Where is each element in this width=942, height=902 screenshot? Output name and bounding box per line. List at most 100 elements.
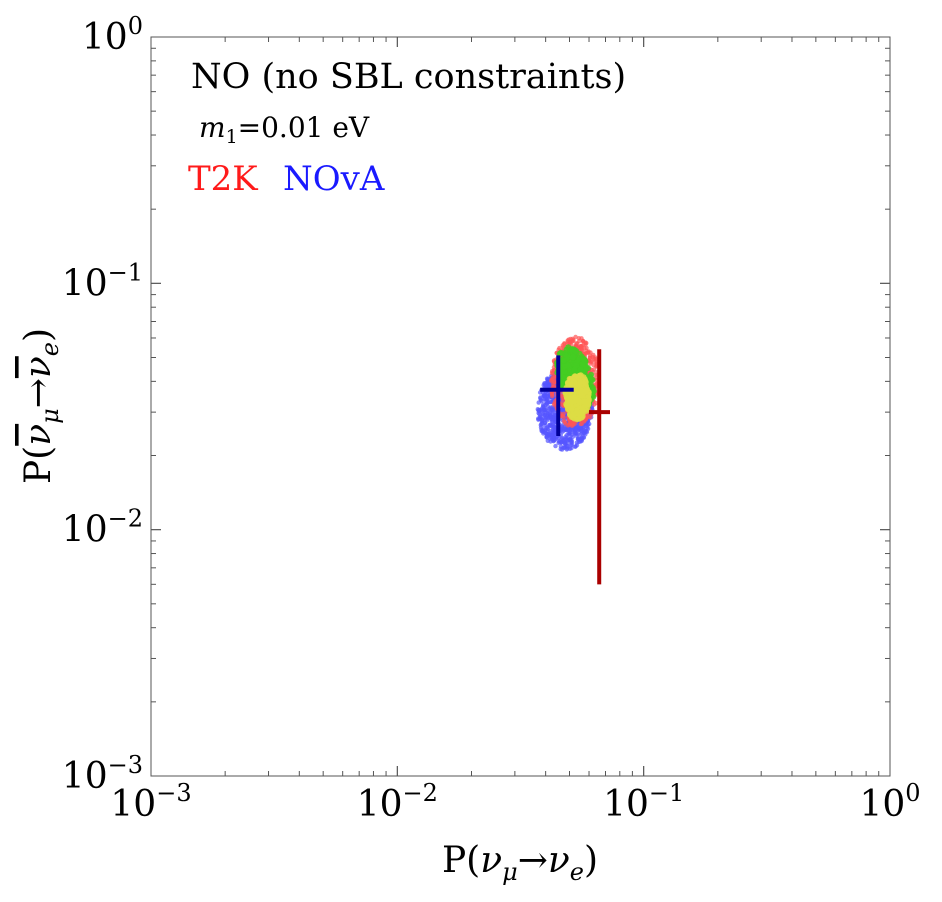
scatter-point [569,442,574,447]
scatter-point [541,402,546,407]
scatter-point [539,420,545,426]
x-tick-label: 10−1 [603,779,684,825]
scatter-point [569,423,575,428]
chart-title: NO (no SBL constraints) [191,57,626,97]
scatter-point [577,437,582,442]
y-tick-label: 10−1 [62,258,143,304]
scatter-point [568,406,575,412]
tick-labels: 10−3 10−2 10−1 100 10−3 10−2 10−1 100 [62,12,921,825]
scatter-point [584,425,590,430]
y-axis-label: P(νμ→νe) [18,328,64,484]
scatter-point [577,379,583,386]
scatter-point [583,342,588,347]
scatter-point [552,375,558,380]
x-tick-label: 10−3 [110,779,191,825]
scatter-point [547,411,553,416]
scatter-point [535,407,540,412]
scatter-point [538,396,543,401]
scatter-point [548,414,553,420]
region-core-region [562,372,592,423]
scatter-point [563,440,568,446]
scatter-point [549,378,554,384]
scatter-point [579,408,585,415]
scatter-point [569,354,576,361]
scatter-point [579,392,586,399]
y-tick-label: 10−2 [62,505,143,551]
scatter-point [591,356,597,361]
scatter-point [545,432,550,437]
axis-ticks [150,36,891,777]
scatter-point [584,429,590,435]
scatter-point [540,408,546,413]
legend-t2k: T2K [188,159,258,199]
scatter-point [557,345,562,351]
scatter-point [575,431,580,437]
scatter-point [540,411,545,416]
legend-nova: NOvA [283,159,385,199]
scatter-point [579,345,584,351]
scatter-point [587,381,594,388]
scatter-point [577,366,584,373]
scatter-point [541,431,546,436]
error-bars [540,349,610,585]
scatter-point [563,346,570,353]
scatter-point [548,399,553,405]
scatter-point [561,415,566,420]
scatter-point [536,400,541,405]
scatter-point [582,398,589,405]
x-tick-label: 10−2 [357,779,438,825]
scatter-point [560,357,567,364]
scatter-point [557,439,562,444]
subtitle-var: m [199,111,226,144]
scatter-point [562,420,568,425]
scatter-point [576,355,583,362]
y-tick-label: 10−3 [62,751,143,797]
scatter-point [562,437,567,442]
plot-frame [150,36,891,777]
scatter-point [582,387,589,394]
scatter-point [567,432,572,437]
scatter-point [578,387,585,394]
scatter-point [571,366,578,373]
scatter-point [571,394,578,401]
subtitle-rest: =0.01 eV [238,111,370,144]
scatter-point [567,437,572,442]
scatter-point [560,343,565,348]
scatter-point [567,446,573,451]
scatter-point [558,444,564,449]
scatter-point [565,427,571,433]
scatter-point [579,431,585,436]
scatter-point [544,413,550,418]
x-tick-label: 100 [859,779,920,825]
scatter-point [569,346,576,353]
scatter-point [577,338,582,344]
error-bar-nova [540,355,574,437]
scatter-point [576,372,583,379]
scatter-point [565,362,572,368]
scatter-point [571,338,576,344]
scatter-point [575,398,582,404]
scatter-point [543,382,548,388]
scatter-point [553,443,558,449]
subtitle-sub: 1 [226,126,238,148]
scatter-point [592,402,597,407]
scatter-point [588,414,593,420]
scatter-point [589,376,596,383]
chart-subtitle: m1=0.01 eV [199,111,370,148]
scatter-point [565,338,570,343]
scatter-point [574,440,579,445]
scatter-point [561,411,566,417]
x-axis-label: P(νμ→νe) [442,840,598,886]
scatter-point [573,334,578,340]
scatter-point [564,402,571,409]
scatter-point [552,435,557,440]
scatter-point [581,357,588,364]
scatter-point [544,399,549,404]
scatter-point [567,381,574,388]
y-tick-label: 100 [82,12,143,58]
scatter-point [537,416,542,421]
scatter-point [547,422,552,428]
scatter-point [582,419,587,424]
scatter-point [550,425,556,430]
